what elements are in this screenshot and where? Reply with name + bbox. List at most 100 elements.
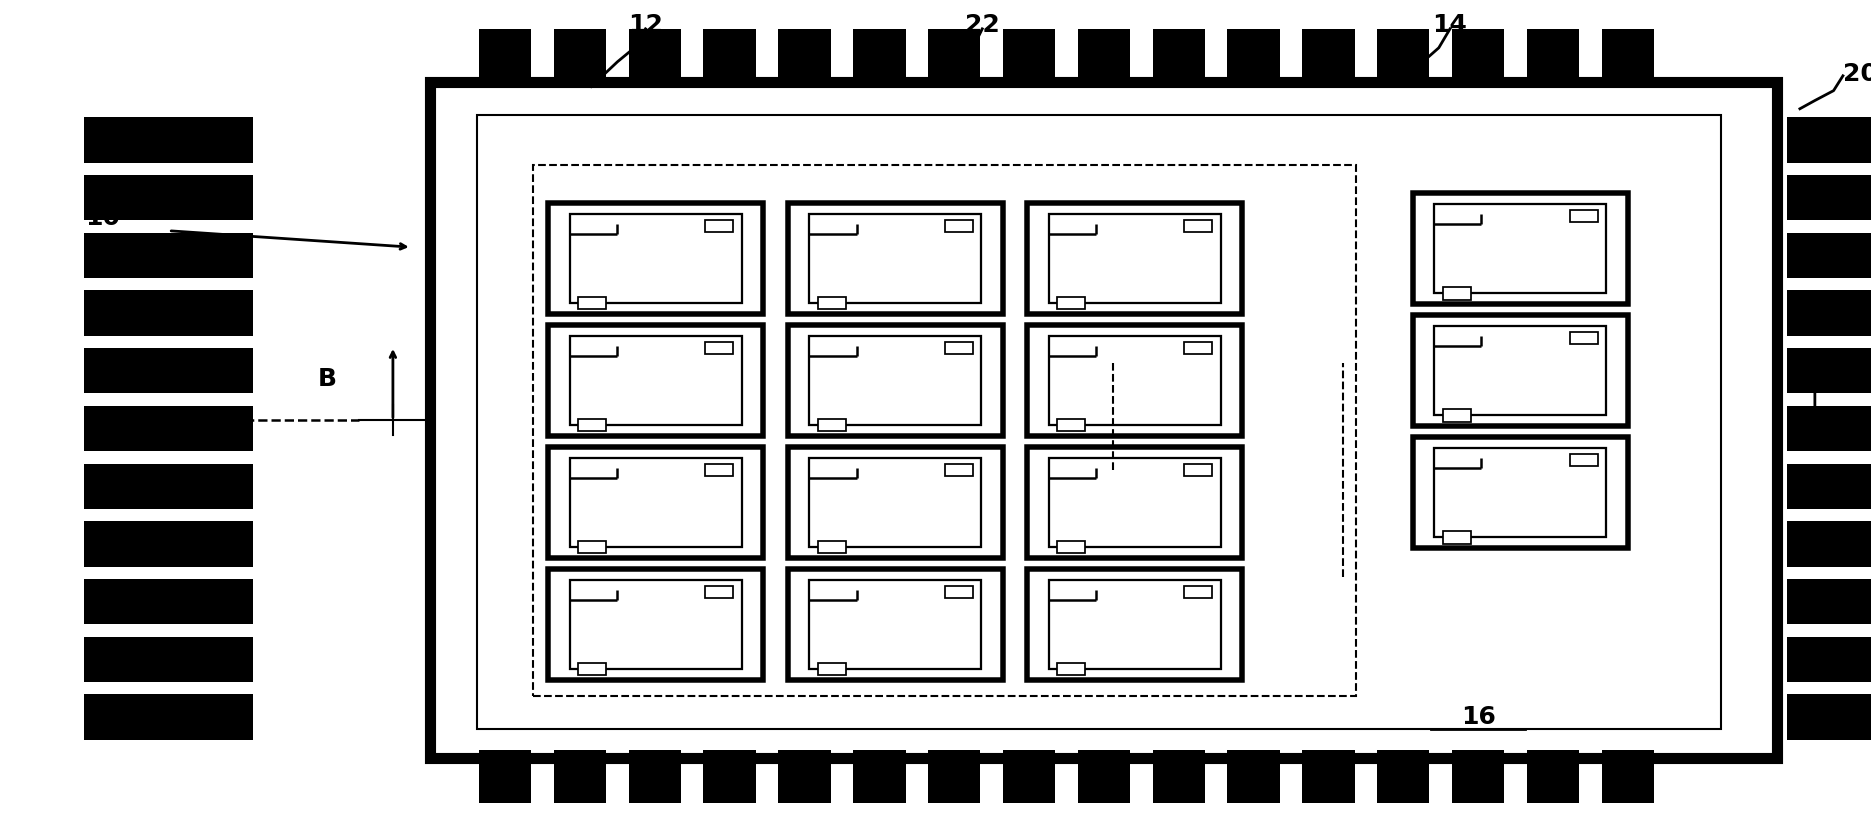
Bar (818, 663, 846, 676)
Bar (1227, 750, 1280, 803)
Bar (945, 464, 973, 476)
Bar (1433, 448, 1605, 537)
Bar (84, 578, 253, 625)
Bar (84, 290, 253, 336)
Bar (1602, 750, 1654, 803)
FancyBboxPatch shape (548, 203, 763, 314)
Bar (945, 220, 973, 232)
Bar (1787, 175, 1871, 220)
FancyBboxPatch shape (1413, 193, 1628, 304)
Bar (853, 750, 906, 803)
Bar (84, 636, 253, 682)
Bar (1057, 419, 1085, 432)
Bar (1048, 336, 1220, 425)
FancyBboxPatch shape (1413, 437, 1628, 548)
Bar (1570, 332, 1598, 344)
Bar (853, 29, 906, 82)
Bar (84, 233, 253, 279)
Bar (1787, 290, 1871, 336)
Bar (1377, 29, 1429, 82)
Bar (629, 29, 681, 82)
Bar (818, 297, 846, 310)
FancyBboxPatch shape (1027, 569, 1242, 680)
Bar (1433, 325, 1605, 415)
Bar (808, 580, 980, 669)
Text: 20: 20 (1843, 62, 1871, 87)
FancyBboxPatch shape (548, 569, 763, 680)
Text: B: B (318, 367, 337, 391)
FancyBboxPatch shape (788, 203, 1003, 314)
Bar (703, 29, 756, 82)
Bar (1184, 342, 1212, 354)
Bar (479, 29, 531, 82)
Bar (945, 586, 973, 598)
Bar (1184, 220, 1212, 232)
Bar (569, 214, 741, 303)
Bar (1787, 694, 1871, 740)
Bar (808, 214, 980, 303)
Bar (84, 118, 253, 163)
Bar (778, 750, 831, 803)
FancyBboxPatch shape (548, 325, 763, 436)
Bar (569, 336, 741, 425)
Bar (1057, 541, 1085, 554)
Bar (705, 220, 733, 232)
Text: 16: 16 (1461, 705, 1495, 729)
Bar (1227, 29, 1280, 82)
FancyBboxPatch shape (788, 447, 1003, 558)
Bar (1184, 464, 1212, 476)
Bar (1787, 636, 1871, 682)
Bar (1787, 578, 1871, 625)
Bar (1443, 288, 1471, 300)
Bar (778, 29, 831, 82)
Bar (1078, 750, 1130, 803)
Bar (1048, 580, 1220, 669)
Bar (1787, 233, 1871, 279)
Bar (554, 29, 606, 82)
Bar (818, 541, 846, 554)
FancyBboxPatch shape (788, 569, 1003, 680)
FancyBboxPatch shape (1027, 325, 1242, 436)
Bar (84, 406, 253, 452)
Bar (705, 342, 733, 354)
Bar (1057, 663, 1085, 676)
Bar (945, 342, 973, 354)
Bar (1787, 406, 1871, 452)
Bar (430, 82, 1777, 758)
Bar (808, 336, 980, 425)
Bar (1787, 348, 1871, 393)
Bar (1433, 204, 1605, 293)
Bar (1003, 29, 1055, 82)
Text: 14: 14 (1433, 12, 1467, 37)
FancyBboxPatch shape (788, 325, 1003, 436)
FancyBboxPatch shape (1027, 203, 1242, 314)
Bar (84, 348, 253, 393)
Bar (569, 580, 741, 669)
Bar (479, 750, 531, 803)
FancyBboxPatch shape (1027, 447, 1242, 558)
Bar (578, 419, 606, 432)
Bar (1570, 210, 1598, 222)
Bar (705, 586, 733, 598)
FancyBboxPatch shape (548, 447, 763, 558)
Bar (1377, 750, 1429, 803)
Bar (1153, 29, 1205, 82)
Bar (1787, 522, 1871, 567)
Bar (1570, 454, 1598, 466)
Bar (928, 29, 980, 82)
Text: B: B (1852, 408, 1871, 433)
Bar (533, 165, 1356, 696)
Bar (1302, 29, 1355, 82)
Bar (84, 522, 253, 567)
Bar (1452, 750, 1504, 803)
Bar (1003, 750, 1055, 803)
Bar (1527, 750, 1579, 803)
Bar (818, 419, 846, 432)
Bar (1443, 531, 1471, 544)
Bar (1048, 214, 1220, 303)
Bar (808, 458, 980, 547)
FancyBboxPatch shape (1413, 315, 1628, 426)
Bar (1443, 410, 1471, 422)
Bar (84, 175, 253, 220)
Bar (578, 297, 606, 310)
